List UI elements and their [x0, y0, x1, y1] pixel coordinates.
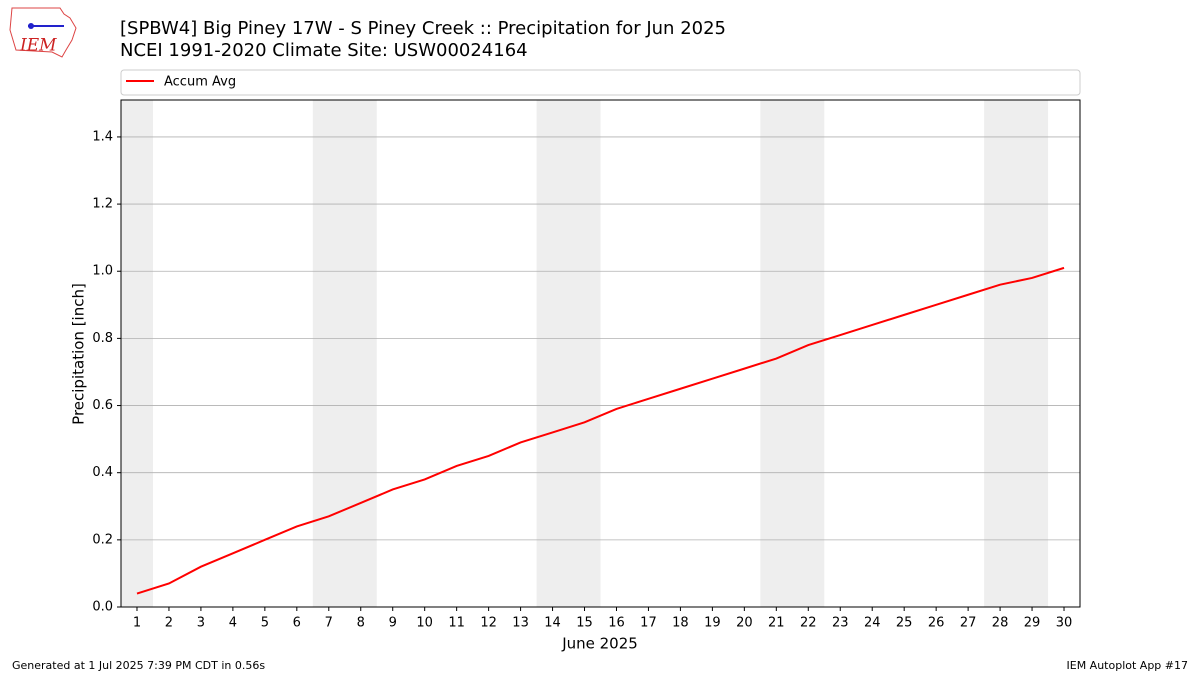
plot-frame	[120, 99, 1081, 608]
x-tick-label: 6	[293, 616, 301, 631]
logo-text: IEM	[19, 36, 57, 56]
x-tick-label: 16	[608, 616, 625, 631]
x-tick-label: 8	[357, 616, 365, 631]
chart-subtitle: NCEI 1991-2020 Climate Site: USW00024164	[120, 40, 528, 61]
x-tick-label: 20	[736, 616, 753, 631]
x-tick-label: 25	[896, 616, 913, 631]
x-tick-label: 4	[229, 616, 237, 631]
x-tick-label: 5	[261, 616, 269, 631]
x-tick-label: 26	[928, 616, 945, 631]
weekend-band	[984, 100, 1049, 607]
footer-right: IEM Autoplot App #17	[1067, 659, 1189, 672]
legend-box	[120, 69, 1081, 96]
x-tick-label: 17	[640, 616, 657, 631]
x-tick-label: 15	[576, 616, 593, 631]
chart-title: [SPBW4] Big Piney 17W - S Piney Creek ::…	[120, 18, 726, 39]
y-tick-label: 1.0	[92, 264, 113, 279]
y-tick-label: 1.4	[92, 129, 113, 144]
x-tick-label: 18	[672, 616, 689, 631]
y-tick-label: 1.2	[92, 197, 113, 212]
logo: IEM	[9, 7, 77, 58]
x-axis-label: June 2025	[561, 635, 638, 653]
x-tick-label: 29	[1024, 616, 1041, 631]
x-tick-label: 23	[832, 616, 849, 631]
weekend-band	[536, 100, 601, 607]
x-tick-label: 19	[704, 616, 721, 631]
x-tick-label: 27	[960, 616, 977, 631]
x-tick-label: 14	[544, 616, 561, 631]
x-tick-label: 21	[768, 616, 785, 631]
legend-label: Accum Avg	[164, 75, 236, 90]
x-tick-label: 22	[800, 616, 817, 631]
y-tick-label: 0.2	[92, 532, 113, 547]
x-tick-label: 10	[416, 616, 433, 631]
x-tick-label: 11	[448, 616, 465, 631]
x-tick-label: 9	[389, 616, 397, 631]
x-tick-label: 7	[325, 616, 333, 631]
data-line	[136, 266, 1065, 595]
x-tick-label: 1	[133, 616, 141, 631]
x-tick-label: 2	[165, 616, 173, 631]
x-tick-label: 12	[480, 616, 497, 631]
y-tick-label: 0.4	[92, 465, 113, 480]
y-tick-label: 0.8	[92, 331, 113, 346]
y-axis-label: Precipitation [inch]	[70, 283, 88, 425]
weekend-band	[121, 100, 153, 607]
x-tick-label: 13	[512, 616, 529, 631]
weekend-band	[760, 100, 825, 607]
x-tick-label: 3	[197, 616, 205, 631]
y-tick-label: 0.6	[92, 398, 113, 413]
x-tick-label: 30	[1056, 616, 1073, 631]
x-tick-label: 24	[864, 616, 881, 631]
footer-left: Generated at 1 Jul 2025 7:39 PM CDT in 0…	[12, 659, 265, 672]
x-tick-label: 28	[992, 616, 1009, 631]
y-tick-label: 0.0	[92, 600, 113, 615]
weekend-band	[312, 100, 377, 607]
